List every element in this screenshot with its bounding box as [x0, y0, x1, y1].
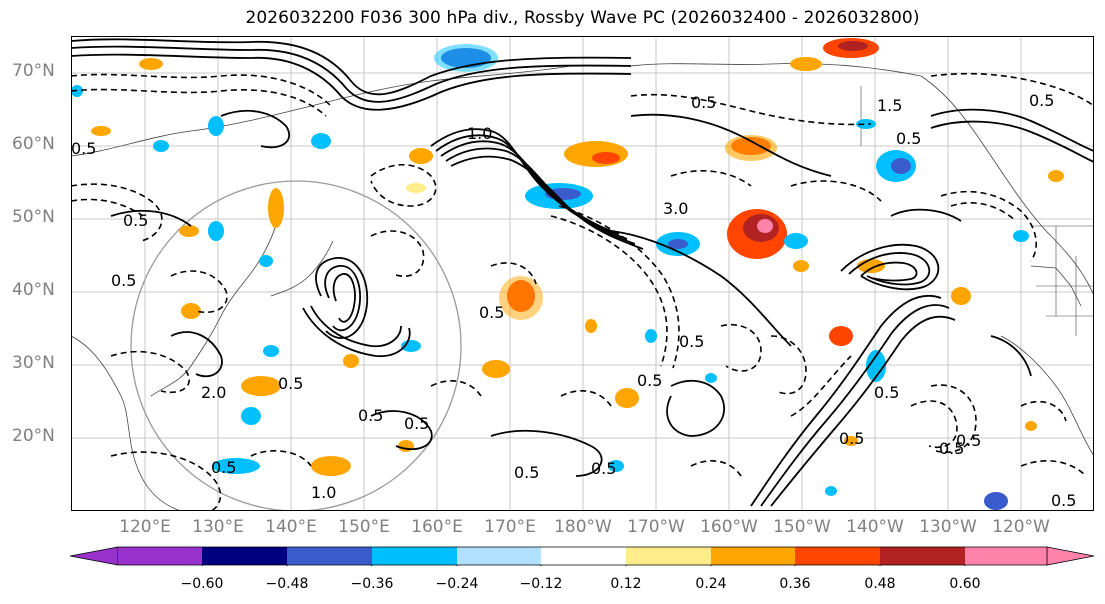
contour-label-13: 0.5	[874, 383, 899, 402]
contour-label-22: 0.5	[1029, 91, 1054, 110]
colorbar-bin-8	[711, 547, 795, 565]
solid-contours	[71, 38, 1094, 507]
dashed-contours	[71, 72, 1094, 511]
colorbar-bin-4	[372, 547, 457, 565]
us-state-borders	[860, 86, 1094, 336]
lon-label-160w: 160°W	[700, 517, 758, 537]
contour-label-17: 0.5	[211, 458, 236, 477]
contour-label-11: 0.5	[358, 406, 383, 425]
lon-label-160e: 160°E	[411, 517, 463, 537]
lat-label-70n: 70°N	[12, 61, 55, 81]
colorbar-tick-4: −0.24	[435, 576, 479, 592]
colorbar-extend-max	[1046, 546, 1095, 566]
contour-label-1: 1.0	[467, 124, 492, 143]
contour-label-24: 0.5	[111, 271, 136, 290]
colorbar-tick-8: 0.36	[779, 576, 811, 592]
contour-label-18: 1.0	[311, 483, 336, 502]
lon-label-150w: 150°W	[773, 517, 831, 537]
colorbar-tick-2: −0.48	[265, 576, 309, 592]
lon-label-140e: 140°E	[265, 517, 317, 537]
lat-label-60n: 60°N	[12, 134, 55, 154]
lon-label-130e: 130°E	[192, 517, 244, 537]
lon-label-130w: 130°W	[919, 517, 977, 537]
contour-label-12: 0.5	[404, 414, 429, 433]
contour-label-7: 0.5	[479, 303, 504, 322]
colorbar-bin-3	[287, 547, 372, 565]
colorbar-tick-9: 0.48	[864, 576, 896, 592]
lon-label-140w: 140°W	[846, 517, 904, 537]
lon-label-170w: 170°W	[627, 517, 685, 537]
colorbar-tick-6: 0.12	[610, 576, 642, 592]
colorbar-bin-11	[965, 547, 1047, 565]
contour-label-14: 0.5	[939, 439, 964, 458]
contour-label-4: 1.5	[877, 96, 902, 115]
colorbar-bin-9	[795, 547, 880, 565]
colorbar-tick-10: 0.60	[949, 576, 981, 592]
contour-label-8: 0.5	[679, 332, 704, 351]
great-circle-arc	[130, 180, 462, 511]
lon-label-170e: 170°E	[484, 517, 536, 537]
colorbar-bin-7	[626, 547, 711, 565]
map-panel: 1.0 0.5 0.5 1.5 3.0 0.5 0.5 0.5 0.5 0.5 …	[71, 36, 1094, 511]
colorbar-bin-1	[118, 547, 202, 565]
contour-label-23: 2.0	[201, 383, 226, 402]
lat-label-40n: 40°N	[12, 280, 55, 300]
lat-label-20n: 20°N	[12, 426, 55, 446]
contour-label-3: 0.5	[896, 129, 921, 148]
colorbar-tick-5: −0.12	[519, 576, 563, 592]
map-frame	[71, 36, 1094, 511]
colorbar-extend-min	[70, 546, 119, 566]
colorbar-bin-2	[202, 547, 287, 565]
colorbar-tick-3: −0.36	[350, 576, 394, 592]
colorbar-tick-7: 0.24	[695, 576, 727, 592]
contour-label-10: 0.5	[278, 374, 303, 393]
map-title: 2026032200 F036 300 hPa div., Rossby Wav…	[245, 8, 920, 28]
lon-label-180w: 180°W	[554, 517, 612, 537]
contour-label-2: 0.5	[71, 139, 96, 158]
contour-label-5: 3.0	[663, 199, 688, 218]
contour-label-20: 0.5	[591, 459, 616, 478]
contour-label-15: 0.5	[1051, 491, 1076, 510]
contour-label-21: 0.5	[956, 431, 981, 450]
lon-label-120w: 120°W	[992, 517, 1050, 537]
colorbar-bin-5	[457, 547, 541, 565]
colorbar-bin-6	[541, 547, 626, 565]
contour-label-6: 0.5	[123, 211, 148, 230]
contour-label-25: 0.5	[691, 93, 716, 112]
lon-label-120e: 120°E	[119, 517, 171, 537]
contour-labels: 1.0 0.5 0.5 1.5 3.0 0.5 0.5 0.5 0.5 0.5 …	[71, 91, 1076, 510]
contour-label-9: 0.5	[637, 371, 662, 390]
colorbar	[70, 546, 1095, 566]
coastlines	[71, 63, 1094, 511]
colorbar-bin-10	[880, 547, 965, 565]
contour-label-19: 0.5	[514, 463, 539, 482]
lat-label-50n: 50°N	[12, 207, 55, 227]
contour-label-16: 0.5	[839, 429, 864, 448]
colorbar-tick-1: −0.60	[180, 576, 224, 592]
lon-label-150e: 150°E	[338, 517, 390, 537]
shading	[71, 38, 1064, 510]
lat-label-30n: 30°N	[12, 353, 55, 373]
